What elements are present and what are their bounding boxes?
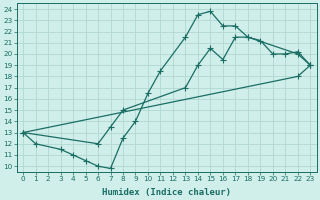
X-axis label: Humidex (Indice chaleur): Humidex (Indice chaleur) (102, 188, 231, 197)
